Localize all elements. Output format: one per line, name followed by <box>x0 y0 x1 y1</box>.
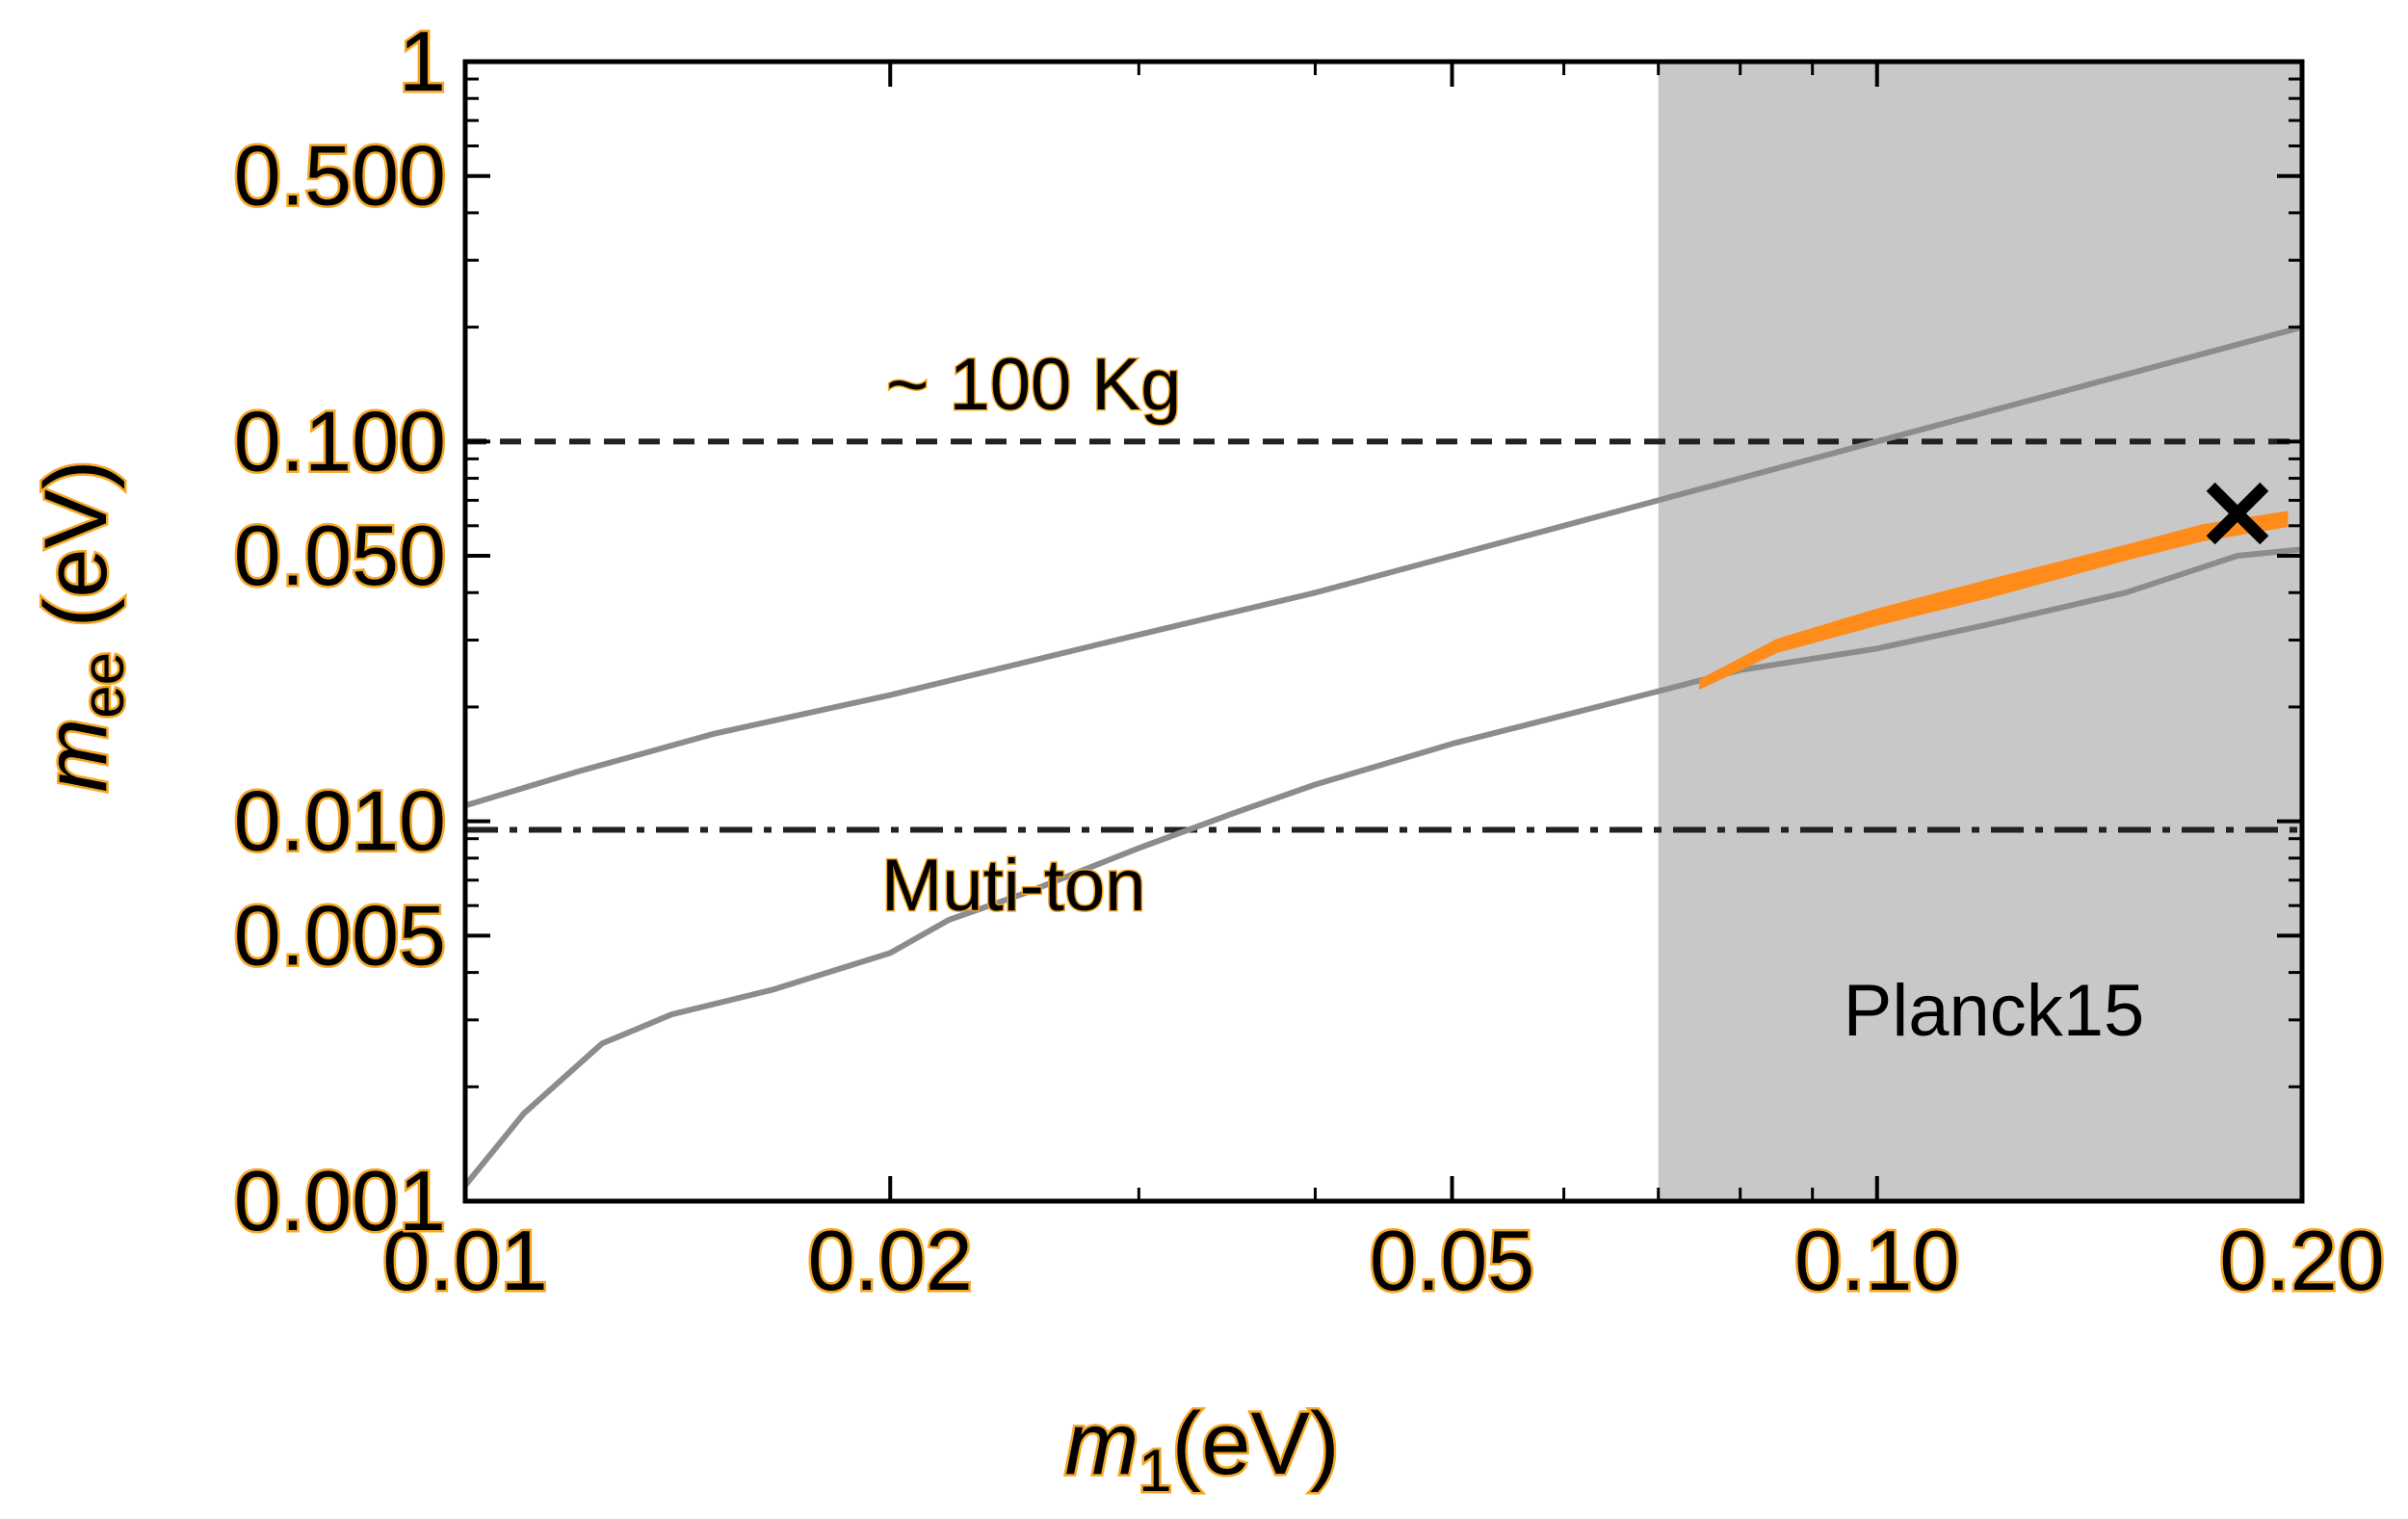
region-label: Planck15 <box>1844 970 2145 1052</box>
x-tick-label: 0.01 <box>382 1213 547 1308</box>
x-tick-label: 0.10 <box>1794 1213 1959 1308</box>
y-tick-label: 0.001 <box>234 1153 446 1248</box>
reference-label-multiton: Muti-ton <box>881 845 1146 927</box>
frame-layer <box>462 59 2305 1204</box>
y-tick-label: 0.050 <box>234 508 446 603</box>
y-tick-label: 0.500 <box>234 128 446 223</box>
y-axis-title: mee (eV) <box>27 460 137 793</box>
excluded-region <box>1658 62 2302 1201</box>
series-lower-bound <box>462 546 2303 1188</box>
x-tick-label: 0.02 <box>808 1213 973 1308</box>
reference-label-100kg: ~ 100 Kg <box>886 344 1181 426</box>
reference-lines-layer <box>465 438 2302 833</box>
y-tick-label: 0.005 <box>234 887 446 982</box>
series-upper-bound <box>464 324 2303 809</box>
allowed-region <box>1699 511 2289 691</box>
y-tick-label: 1 <box>399 13 446 109</box>
y-tick-label: 0.100 <box>234 393 446 488</box>
x-tick-label: 0.20 <box>2219 1213 2384 1308</box>
plot-frame <box>462 59 2305 1204</box>
text-layer: Planck15 ~ 100 Kg Muti-ton m1(eV) mee (e… <box>25 12 2388 1507</box>
background-layer <box>1658 62 2302 1201</box>
best-fit-marker: × <box>2193 448 2282 571</box>
series-layer: × <box>462 324 2303 1188</box>
x-axis-title: m1(eV) <box>1065 1395 1340 1505</box>
y-tick-label: 0.010 <box>234 773 446 869</box>
x-tick-label: 0.05 <box>1370 1213 1534 1308</box>
